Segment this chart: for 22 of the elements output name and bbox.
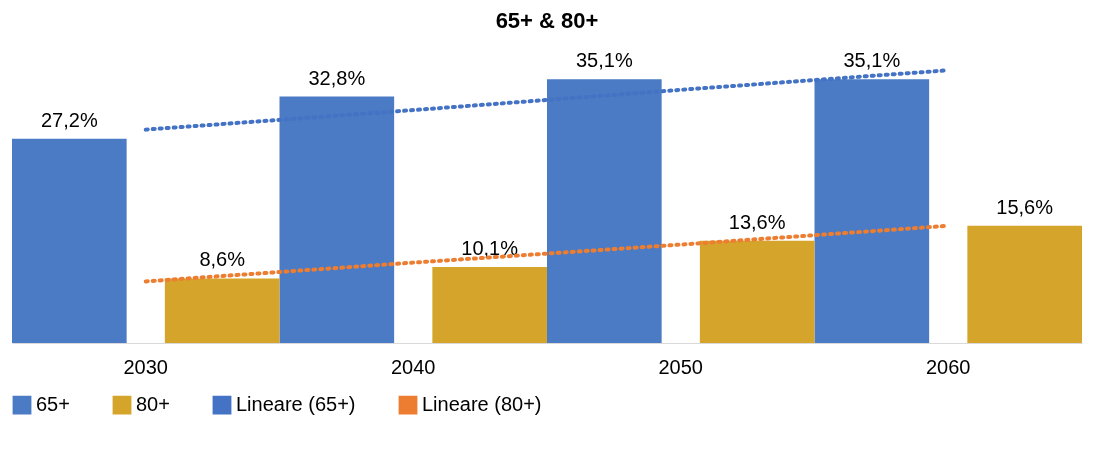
data-label: 35,1% [843,49,901,72]
data-label: 10,1% [461,237,519,260]
chart-title: 65+ & 80+ [495,8,599,33]
legend-label: 80+ [136,393,170,416]
data-label: 35,1% [575,49,633,72]
bar [164,278,280,343]
data-label: 15,6% [996,195,1054,218]
data-label: 32,8% [308,66,366,89]
x-tick-label: 2060 [926,355,971,378]
legend-label: 65+ [36,393,70,416]
data-label: 13,6% [728,210,786,233]
x-tick-label: 2040 [391,355,436,378]
data-label: 8,6% [199,248,246,271]
legend-label: Lineare (80+) [422,393,542,416]
x-tick-label: 2050 [658,355,703,378]
bar [432,267,547,343]
bar [12,138,127,343]
data-label: 27,2% [40,108,98,131]
legend-label: Lineare (65+) [236,393,356,416]
x-tick-label: 2030 [123,355,168,378]
bar [699,240,815,343]
bar [967,225,1082,343]
